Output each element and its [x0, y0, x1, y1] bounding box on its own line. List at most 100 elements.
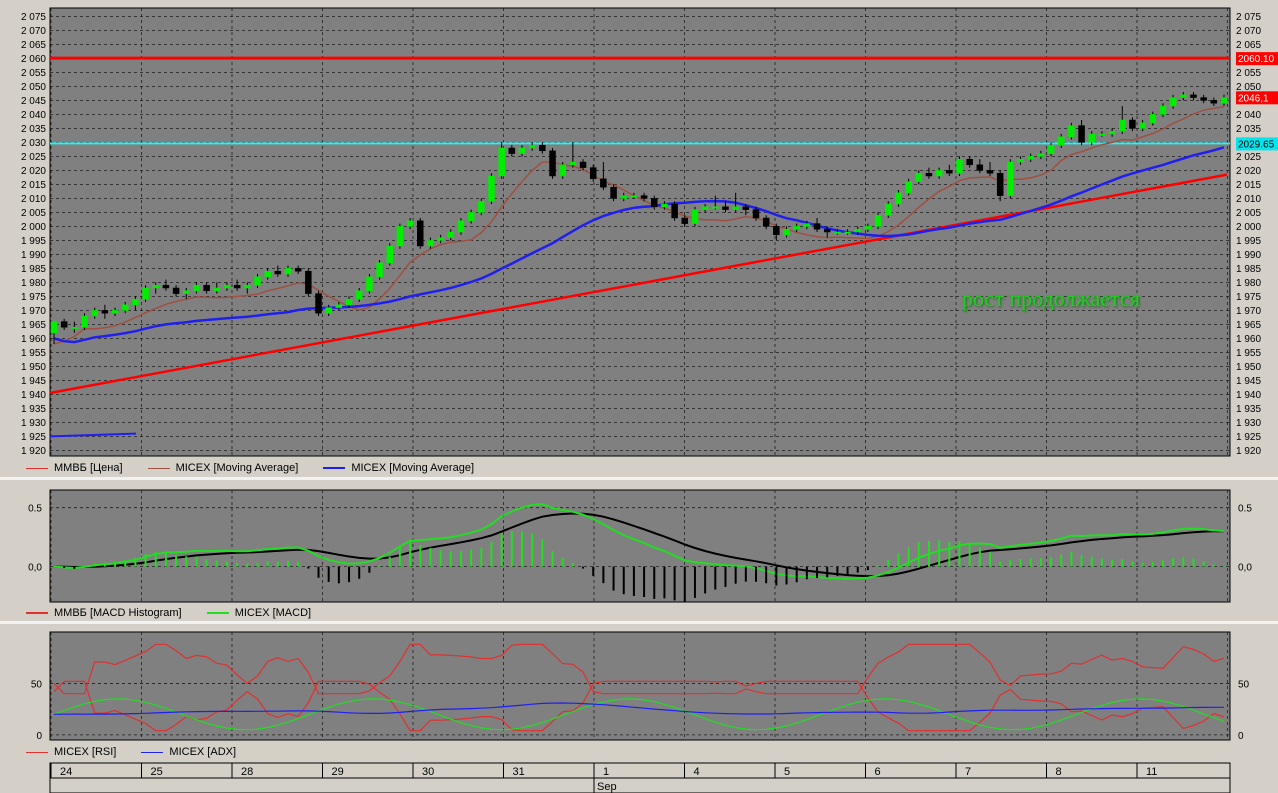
price-tag [1236, 91, 1278, 105]
y-tick-label-left: 2 040 [21, 110, 46, 121]
candle-body [803, 223, 811, 227]
price-tag-label: 2060.10 [1238, 54, 1275, 65]
legend-macd-hist: ММВБ [MACD Histogram] [54, 607, 182, 620]
y-tick-label-right: 2 055 [1236, 68, 1261, 79]
y-tick-label-right: 1 940 [1236, 390, 1261, 401]
date-tick-label: 28 [241, 766, 253, 778]
candle-body [101, 310, 109, 314]
candle-body [406, 220, 414, 227]
y-tick-label-left: 1 975 [21, 292, 46, 303]
y-tick-label-right: 1 970 [1236, 306, 1261, 317]
y-tick-label-right: 50 [1238, 679, 1250, 690]
candle-body [905, 181, 912, 194]
y-tick-label-left: 2 000 [21, 222, 46, 233]
candle-body [355, 290, 363, 300]
candle-body [1139, 122, 1146, 129]
candle-body [691, 209, 699, 224]
candle-body [722, 206, 729, 210]
candle-body [498, 147, 505, 177]
candle-body [1088, 133, 1095, 143]
legend-swatch [26, 467, 48, 469]
candle-body [589, 167, 597, 180]
candlesticks [50, 92, 1228, 344]
candle-body [1200, 97, 1207, 101]
y-tick-label-right: 1 935 [1236, 404, 1261, 415]
price-tag-label: 2029.65 [1238, 139, 1275, 150]
candle-body [71, 326, 78, 329]
candle-body [172, 287, 180, 294]
candle-body [284, 268, 292, 275]
candle-body [1129, 119, 1136, 129]
candle-body [203, 284, 210, 292]
candle-body [396, 226, 404, 247]
date-tick-label: 29 [332, 766, 344, 778]
legend-adx: MICEX [ADX] [169, 746, 237, 759]
candle-body [1017, 158, 1024, 163]
candle-body [539, 144, 546, 152]
candle-body [630, 195, 638, 198]
candle-body [518, 147, 526, 154]
y-tick-label-right: 1 995 [1236, 236, 1261, 247]
rsi-legend: MICEX [RSI] MICEX [ADX] [26, 746, 258, 758]
candle-body [762, 217, 770, 227]
y-tick-label-left: 2 070 [21, 26, 46, 37]
candle-body [1037, 153, 1045, 157]
candle-body [294, 268, 302, 272]
candle-body [976, 164, 984, 171]
y-tick-label-right: 1 920 [1236, 446, 1261, 457]
price-tag-label: 2046,1 [1238, 93, 1269, 104]
y-tick-label-right: 1 925 [1236, 432, 1261, 443]
candle-body [793, 226, 800, 230]
candle-body [152, 284, 159, 289]
candle-body [1007, 161, 1014, 196]
y-tick-label-left: 50 [31, 679, 43, 690]
candle-body [732, 206, 739, 210]
y-tick-label-right: 2 040 [1236, 110, 1261, 121]
y-tick-label-left: 2 065 [21, 40, 46, 51]
candle-body [569, 161, 577, 166]
date-tick-label: 31 [513, 766, 525, 778]
legend-price: ММВБ [Цена] [54, 462, 123, 475]
candle-body [335, 304, 343, 308]
y-tick-label-left: 1 945 [21, 376, 46, 387]
y-tick-label-left: 2 005 [21, 208, 46, 219]
macd-legend: ММВБ [MACD Histogram] MICEX [MACD] [26, 607, 333, 619]
y-tick-label-left: 1 950 [21, 362, 46, 373]
candle-body [935, 170, 943, 177]
candle-body [325, 307, 332, 314]
candle-body [579, 161, 587, 168]
rsi-line [53, 643, 1225, 695]
candle-body [864, 226, 872, 230]
y-tick-label-right: 0.5 [1238, 504, 1252, 515]
price-tag [1236, 52, 1278, 66]
y-tick-label-left: 0 [36, 731, 42, 742]
candle-body [50, 321, 58, 334]
candle-body [508, 147, 516, 154]
y-tick-label-left: 2 020 [21, 166, 46, 177]
candle-body [233, 284, 241, 289]
candle-body [91, 310, 98, 317]
date-tick-label: 7 [965, 766, 971, 778]
candle-body [661, 203, 668, 208]
y-tick-label-right: 1 960 [1236, 334, 1261, 345]
candle-body [1220, 97, 1228, 104]
vertical-gridlines [50, 8, 1228, 740]
y-tick-label-right: 1 965 [1236, 320, 1261, 331]
candle-body [1169, 97, 1177, 107]
candle-body [773, 226, 780, 236]
candle-body [1180, 94, 1187, 98]
y-tick-label-right: 1 975 [1236, 292, 1261, 303]
candle-body [305, 270, 312, 294]
candle-body [823, 228, 831, 233]
candle-body [467, 212, 475, 222]
candle-body [813, 223, 821, 230]
y-tick-label-right: 2 050 [1236, 82, 1261, 93]
y-tick-label-left: 2 025 [21, 152, 46, 163]
candle-body [620, 195, 627, 199]
y-tick-label-left: 2 045 [21, 96, 46, 107]
legend-rsi: MICEX [RSI] [54, 746, 117, 759]
legend-swatch [323, 467, 346, 470]
moving-average-line-1 [53, 106, 1225, 345]
y-tick-label-left: 2 010 [21, 194, 46, 205]
